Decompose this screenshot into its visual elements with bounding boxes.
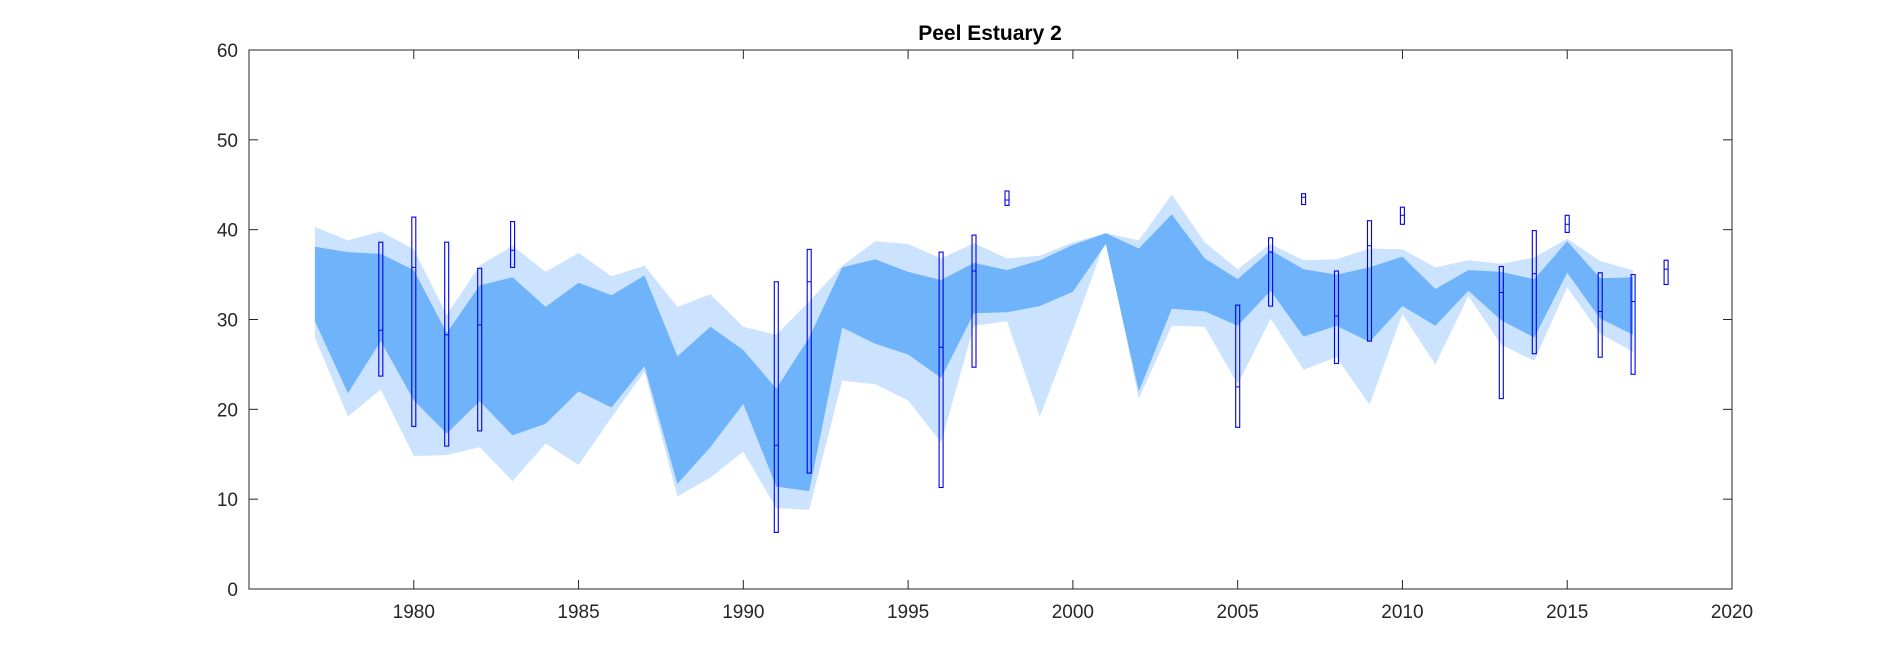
box-rect-1982 bbox=[477, 267, 483, 432]
y-axis: 0 10 20 30 40 50 60 bbox=[217, 41, 1732, 601]
box-2016 bbox=[1597, 272, 1603, 358]
x-axis: 1980 1985 1990 1995 2000 2005 2010 2015 2020 bbox=[393, 50, 1753, 623]
box-2008 bbox=[1333, 270, 1340, 365]
box-2018 bbox=[1663, 259, 1669, 286]
box-1998 bbox=[1004, 190, 1010, 206]
box-2005 bbox=[1235, 304, 1241, 428]
box-rect-1998 bbox=[1004, 190, 1010, 206]
box-rect-1980 bbox=[411, 216, 417, 427]
box-rect-2014 bbox=[1531, 230, 1537, 355]
box-2009 bbox=[1366, 220, 1373, 342]
bands-layer bbox=[314, 194, 1634, 510]
x-tick-label-1990: 1990 bbox=[722, 602, 764, 623]
box-2015 bbox=[1564, 214, 1570, 233]
y-tick-label-30: 30 bbox=[217, 311, 238, 332]
y-tick-label-40: 40 bbox=[217, 221, 238, 242]
y-tick-label-60: 60 bbox=[217, 41, 238, 62]
box-2007 bbox=[1301, 193, 1307, 206]
box-2010 bbox=[1399, 206, 1405, 225]
x-tick-label-2005: 2005 bbox=[1217, 602, 1259, 623]
inner-band bbox=[314, 214, 1634, 492]
y-tick-label-50: 50 bbox=[217, 131, 238, 152]
box-1996 bbox=[938, 251, 944, 489]
chart-title: Peel Estuary 2 bbox=[918, 22, 1062, 45]
box-1992 bbox=[806, 248, 812, 474]
box-rect-2016 bbox=[1597, 272, 1603, 358]
box-rect-1981 bbox=[444, 241, 450, 447]
y-tick-label-0: 0 bbox=[227, 580, 238, 601]
box-rect-2007 bbox=[1301, 193, 1307, 206]
box-rect-2008 bbox=[1333, 270, 1340, 365]
box-1991 bbox=[773, 281, 779, 533]
x-tick-label-1995: 1995 bbox=[887, 602, 929, 623]
box-1983 bbox=[510, 221, 516, 268]
box-rect-2017 bbox=[1630, 274, 1636, 375]
box-rect-2006 bbox=[1268, 237, 1274, 307]
boxes-layer bbox=[378, 190, 1669, 533]
y-tick-label-20: 20 bbox=[217, 400, 238, 421]
x-tick-label-2015: 2015 bbox=[1546, 602, 1588, 623]
box-rect-1991 bbox=[773, 281, 779, 533]
box-2013 bbox=[1498, 265, 1504, 400]
box-rect-1996 bbox=[938, 251, 944, 489]
box-1982 bbox=[477, 267, 483, 432]
x-tick-label-2000: 2000 bbox=[1052, 602, 1094, 623]
box-rect-2018 bbox=[1663, 259, 1669, 286]
box-1980 bbox=[411, 216, 417, 427]
x-tick-label-1980: 1980 bbox=[393, 602, 435, 623]
box-2006 bbox=[1268, 237, 1274, 307]
box-rect-1983 bbox=[510, 221, 516, 268]
box-rect-2005 bbox=[1235, 304, 1241, 428]
box-rect-1992 bbox=[806, 248, 812, 474]
x-tick-label-2020: 2020 bbox=[1711, 602, 1753, 623]
box-2014 bbox=[1531, 230, 1537, 355]
box-rect-2013 bbox=[1498, 265, 1504, 400]
box-1981 bbox=[444, 241, 450, 447]
box-rect-2009 bbox=[1366, 220, 1373, 342]
x-tick-label-1985: 1985 bbox=[557, 602, 599, 623]
box-rect-1997 bbox=[971, 234, 977, 368]
box-1979 bbox=[378, 241, 384, 377]
y-tick-label-10: 10 bbox=[217, 490, 238, 511]
box-rect-1979 bbox=[378, 241, 384, 377]
box-2017 bbox=[1630, 274, 1636, 375]
x-tick-label-2010: 2010 bbox=[1381, 602, 1423, 623]
box-1997 bbox=[971, 234, 977, 368]
